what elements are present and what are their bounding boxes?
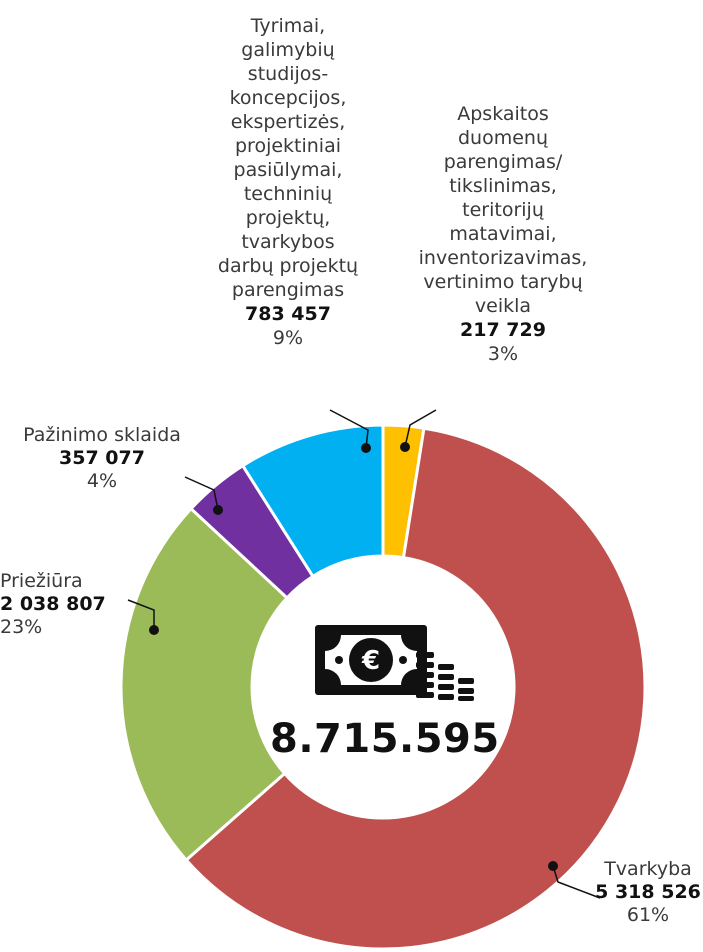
money-coins-icon: € [315, 625, 474, 701]
segment-name: Pažinimo sklaida [23, 424, 181, 446]
slice-prieziura [119, 506, 290, 863]
leader-line-apskaitos [404, 409, 437, 448]
label-apskaitos: Apskaitos duomenų parengimas/ tikslinima… [408, 102, 598, 366]
leader-dot-tvarkyba [548, 861, 558, 871]
slice-tvarkyba [184, 426, 647, 951]
segment-name: Tyrimai, galimybių studijos- koncepcijos… [217, 15, 359, 301]
segment-value: 357 077 [59, 447, 145, 469]
leader-line-pazinimo-sklaida [184, 476, 219, 511]
leader-dot-prieziura [149, 625, 159, 635]
leader-dot-tyrimai [361, 443, 371, 453]
segment-name: Tvarkyba [604, 858, 692, 880]
leader-line-tvarkyba [552, 865, 601, 899]
segment-percent: 9% [272, 327, 304, 349]
leader-line-prieziura [127, 599, 155, 630]
label-pazinimo-sklaida: Pažinimo sklaida 357 077 4% [12, 424, 192, 493]
label-tvarkyba: Tvarkyba 5 318 526 61% [588, 858, 703, 927]
segment-value: 2 038 807 [0, 593, 106, 615]
label-tyrimai: Tyrimai, galimybių studijos- koncepcijos… [198, 14, 378, 350]
svg-text:€: € [361, 646, 380, 676]
leader-dot-pazinimo-sklaida [213, 505, 223, 515]
leader-line-tyrimai [329, 409, 369, 449]
segment-percent: 3% [487, 343, 519, 365]
segment-value: 5 318 526 [595, 881, 701, 903]
slice-tyrimai [240, 423, 385, 579]
segment-value: 783 457 [245, 303, 331, 325]
segment-percent: 23% [0, 616, 43, 638]
segment-name: Priežiūra [0, 570, 83, 592]
segment-name: Apskaitos duomenų parengimas/ tikslinima… [418, 103, 588, 317]
segment-percent: 4% [86, 470, 118, 492]
total-amount: 8.715.595 [270, 716, 500, 762]
label-prieziura: Priežiūra 2 038 807 23% [0, 570, 128, 639]
segment-percent: 61% [626, 904, 670, 926]
segment-value: 217 729 [460, 319, 546, 341]
leader-dot-apskaitos [400, 442, 410, 452]
